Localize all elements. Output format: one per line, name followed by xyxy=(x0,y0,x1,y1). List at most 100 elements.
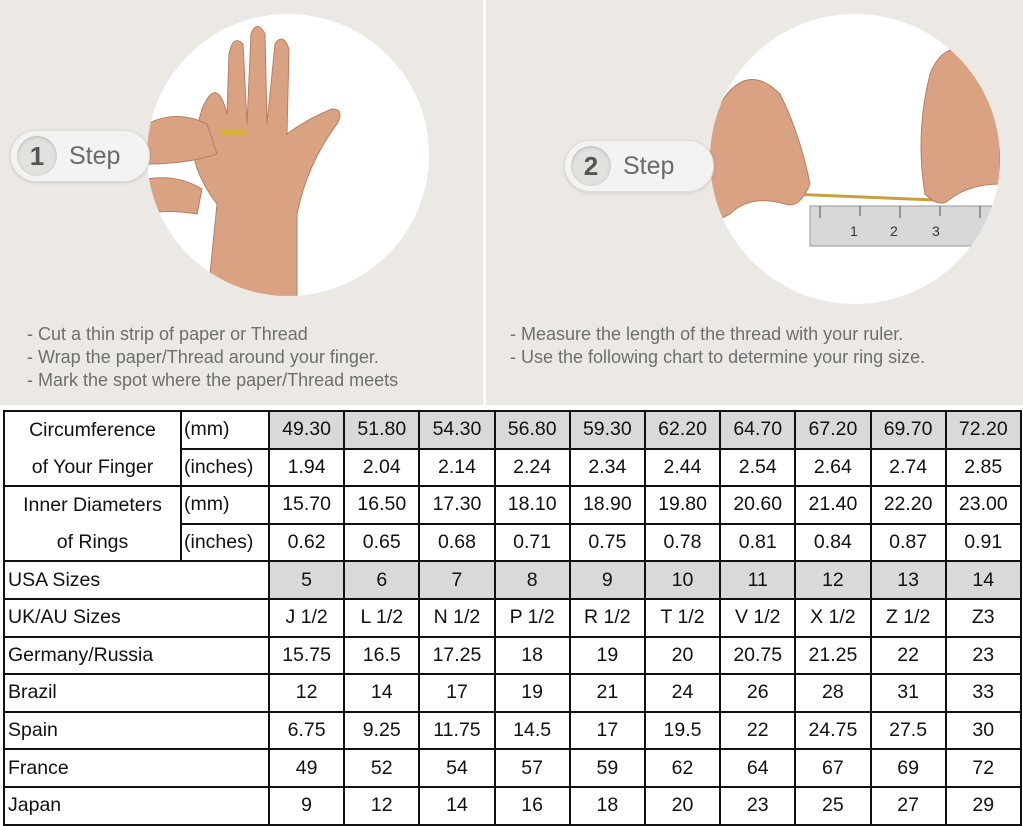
table-cell: 14 xyxy=(944,560,1022,600)
table-cell: 2.64 xyxy=(794,447,872,488)
step-label: Step xyxy=(69,141,121,170)
table-cell: 27 xyxy=(869,785,947,826)
table-cell: P 1/2 xyxy=(493,597,571,638)
table-cell: 21.40 xyxy=(794,485,872,525)
table-cell: 57 xyxy=(493,748,571,788)
table-cell: 12 xyxy=(267,673,346,713)
table-cell: 59 xyxy=(568,748,646,788)
table-cell: 54 xyxy=(418,748,496,788)
table-cell: 9.25 xyxy=(343,710,421,751)
table-cell: 15.70 xyxy=(267,485,346,525)
table-cell: 20.60 xyxy=(719,485,797,525)
step-1-badge: 1 Step xyxy=(10,130,150,182)
row-label: Brazil xyxy=(3,673,270,713)
step-2-instructions: - Measure the length of the thread with … xyxy=(510,323,925,369)
table-cell: 19 xyxy=(493,673,571,713)
table-cell: 19 xyxy=(568,635,646,676)
table-cell: 54.30 xyxy=(418,410,496,450)
table-cell: 9 xyxy=(267,785,346,826)
instruction: - Use the following chart to determine y… xyxy=(510,347,926,367)
table-cell: 11 xyxy=(719,560,797,600)
table-cell: 14 xyxy=(418,785,496,826)
table-cell: 18 xyxy=(493,635,571,676)
table-cell: 0.68 xyxy=(418,522,496,563)
table-cell: 26 xyxy=(719,673,797,713)
table-cell: 9 xyxy=(568,560,646,600)
hand-ring-photo xyxy=(147,14,429,296)
table-cell: Z 1/2 xyxy=(869,597,947,638)
table-cell: 27.5 xyxy=(869,710,947,751)
table-cell: 19.5 xyxy=(643,710,722,751)
table-cell: 24 xyxy=(643,673,722,713)
table-cell: 6 xyxy=(343,560,421,600)
table-cell: N 1/2 xyxy=(418,597,496,638)
table-cell: 51.80 xyxy=(343,410,421,450)
inner-diameter-label: Inner Diameters xyxy=(3,485,182,524)
table-cell: 5 xyxy=(267,560,346,600)
table-cell: 62 xyxy=(643,748,722,788)
table-row: UK/AU Sizes J 1/2 L 1/2 N 1/2 P 1/2 R 1/2 T 1/… xyxy=(3,597,1022,638)
table-cell: 0.62 xyxy=(267,522,346,563)
table-cell: L 1/2 xyxy=(343,597,421,638)
table-cell: 8 xyxy=(493,560,571,600)
ring-size-chart: Circumference (mm) 49.30 51.80 54.30 56.80 59.… xyxy=(3,410,1022,826)
table-cell: 72 xyxy=(944,748,1022,788)
ruler-mark: 2 xyxy=(890,223,898,239)
unit-label: (mm) xyxy=(180,485,270,525)
circumference-label: of Your Finger xyxy=(3,448,182,488)
table-cell: 2.54 xyxy=(719,447,797,488)
row-label: USA Sizes xyxy=(3,560,270,600)
table-cell: 0.75 xyxy=(568,522,646,563)
row-label: France xyxy=(3,748,270,788)
table-row: USA Sizes 5 6 7 8 9 10 11 12 13 14 xyxy=(3,560,1022,600)
table-cell: 22 xyxy=(719,710,797,751)
table-cell: 18.10 xyxy=(493,485,571,525)
table-cell: 30 xyxy=(944,710,1022,751)
table-cell: 14 xyxy=(343,673,421,713)
step-1-instructions: - Cut a thin strip of paper or Thread - … xyxy=(27,323,398,392)
table-cell: Z3 xyxy=(944,597,1022,638)
table-cell: 15.75 xyxy=(267,635,346,676)
table-cell: 0.81 xyxy=(719,522,797,563)
ruler-mark: 3 xyxy=(932,223,940,239)
table-row: Brazil 12 14 17 19 21 24 26 28 31 33 xyxy=(3,673,1022,713)
table-cell: 14.5 xyxy=(493,710,571,751)
table-cell: 31 xyxy=(869,673,947,713)
table-row: France 49 52 54 57 59 62 64 67 69 72 xyxy=(3,748,1022,788)
table-cell: 16.5 xyxy=(343,635,421,676)
row-label: Japan xyxy=(3,785,270,826)
table-cell: 2.85 xyxy=(944,447,1022,488)
table-cell: 20.75 xyxy=(719,635,797,676)
table-cell: T 1/2 xyxy=(643,597,722,638)
table-cell: 49.30 xyxy=(267,410,346,450)
table-cell: 21.25 xyxy=(794,635,872,676)
table-cell: 0.78 xyxy=(643,522,722,563)
table-cell: 24.75 xyxy=(794,710,872,751)
table-cell: 72.20 xyxy=(944,410,1022,450)
instruction: - Measure the length of the thread with … xyxy=(510,324,904,344)
table-cell: 0.71 xyxy=(493,522,571,563)
table-cell: 59.30 xyxy=(568,410,646,450)
table-cell: 69 xyxy=(869,748,947,788)
table-cell: 1.94 xyxy=(267,447,346,488)
circumference-mm-row: Circumference (mm) 49.30 51.80 54.30 56.80 59.… xyxy=(3,410,1022,450)
table-cell: 2.34 xyxy=(568,447,646,488)
table-cell: 2.44 xyxy=(643,447,722,488)
table-cell: 11.75 xyxy=(418,710,496,751)
row-label: Spain xyxy=(3,710,270,751)
table-cell: 18 xyxy=(568,785,646,826)
table-cell: 22 xyxy=(869,635,947,676)
table-cell: 17 xyxy=(418,673,496,713)
table-cell: 2.24 xyxy=(493,447,571,488)
table-cell: 12 xyxy=(343,785,421,826)
table-cell: 64.70 xyxy=(719,410,797,450)
table-cell: 20 xyxy=(643,635,722,676)
table-cell: 56.80 xyxy=(493,410,571,450)
table-cell: 0.84 xyxy=(794,522,872,563)
table-cell: 28 xyxy=(794,673,872,713)
table-cell: J 1/2 xyxy=(267,597,346,638)
table-cell: 67 xyxy=(794,748,872,788)
step-number: 1 xyxy=(17,136,57,176)
circumference-inches-row: of Your Finger (inches) 1.94 2.04 2.14 2.24 2.… xyxy=(3,447,1022,488)
table-cell: 13 xyxy=(869,560,947,600)
